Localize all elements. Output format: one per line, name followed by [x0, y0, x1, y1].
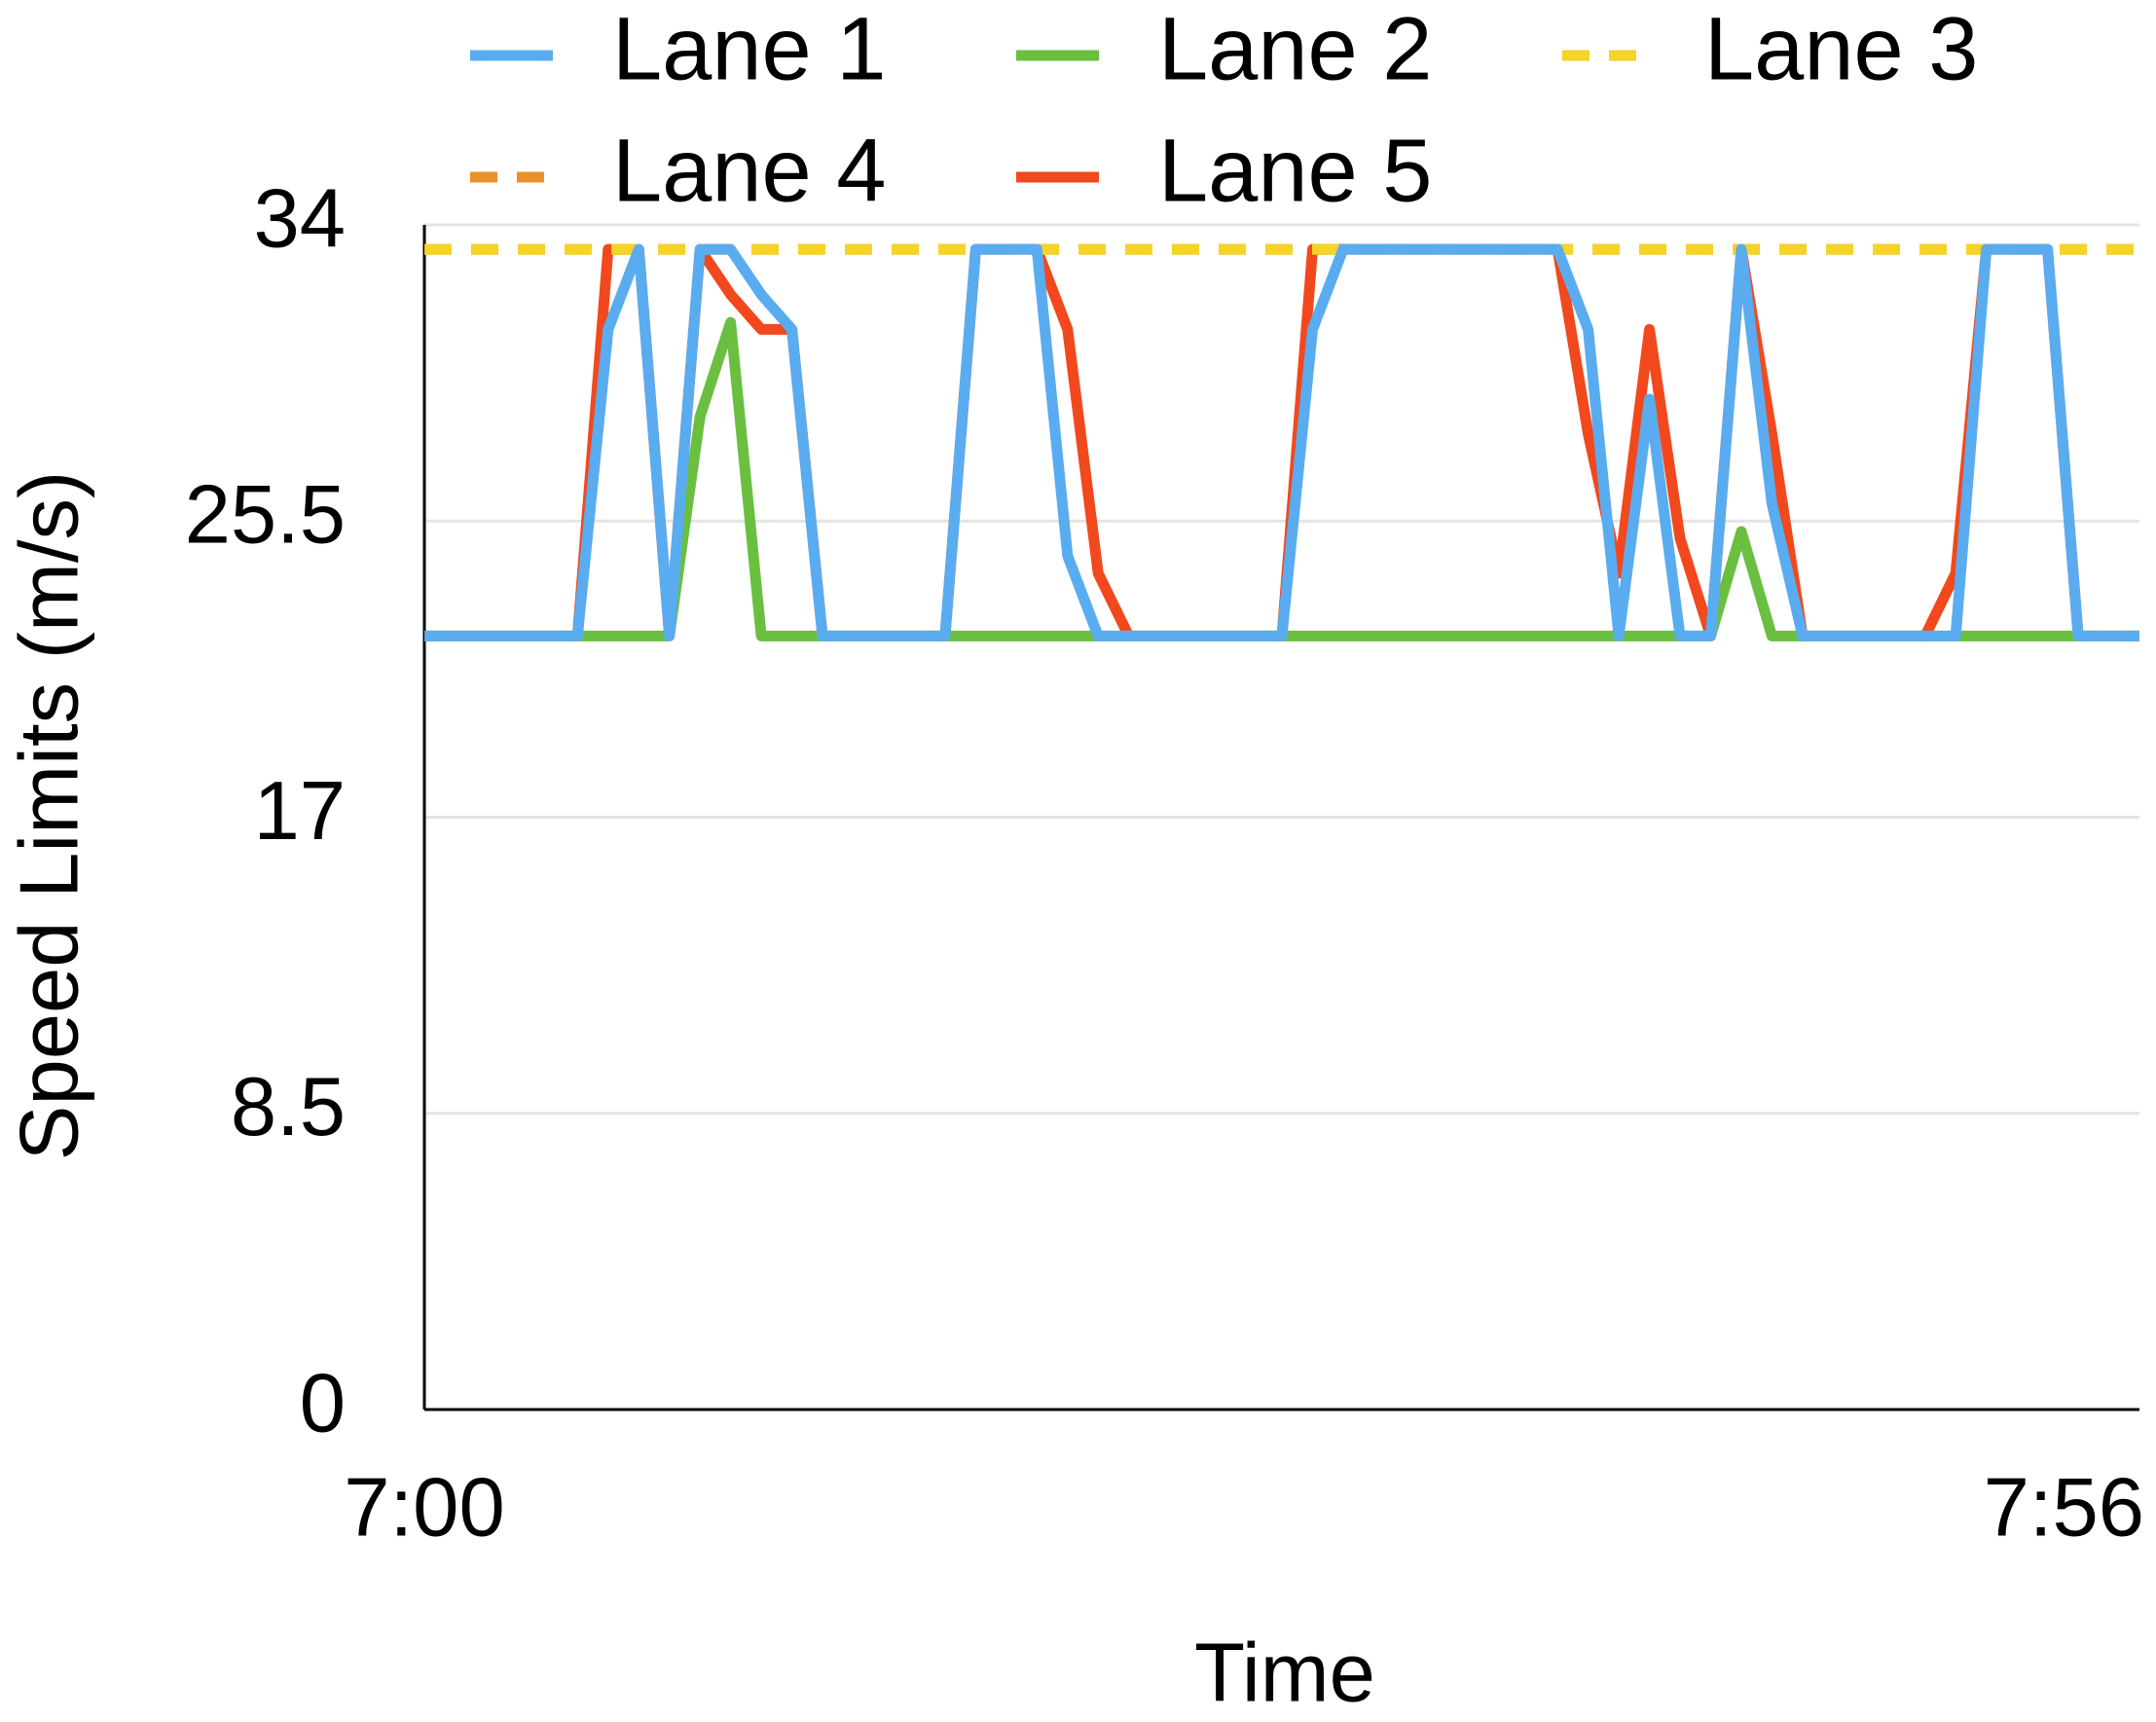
y-tick-label: 8.5	[231, 1061, 346, 1154]
y-axis-label: Speed Limits (m/s)	[3, 471, 95, 1161]
x-tick-label: 7:56	[1984, 1461, 2144, 1554]
x-axis-label: Time	[1194, 1627, 1375, 1719]
y-tick-label: 25.5	[185, 469, 346, 562]
legend-label: Lane 3	[1704, 0, 1978, 98]
legend-label: Lane 2	[1158, 0, 1432, 98]
legend-label: Lane 4	[612, 121, 886, 220]
y-tick-label: 0	[300, 1357, 346, 1449]
legend-label: Lane 1	[612, 0, 886, 98]
legend-label: Lane 5	[1158, 121, 1432, 220]
series-line	[424, 243, 2139, 641]
y-tick-label: 34	[253, 172, 346, 265]
y-tick-label: 17	[253, 765, 346, 858]
x-tick-label: 7:00	[344, 1461, 504, 1554]
